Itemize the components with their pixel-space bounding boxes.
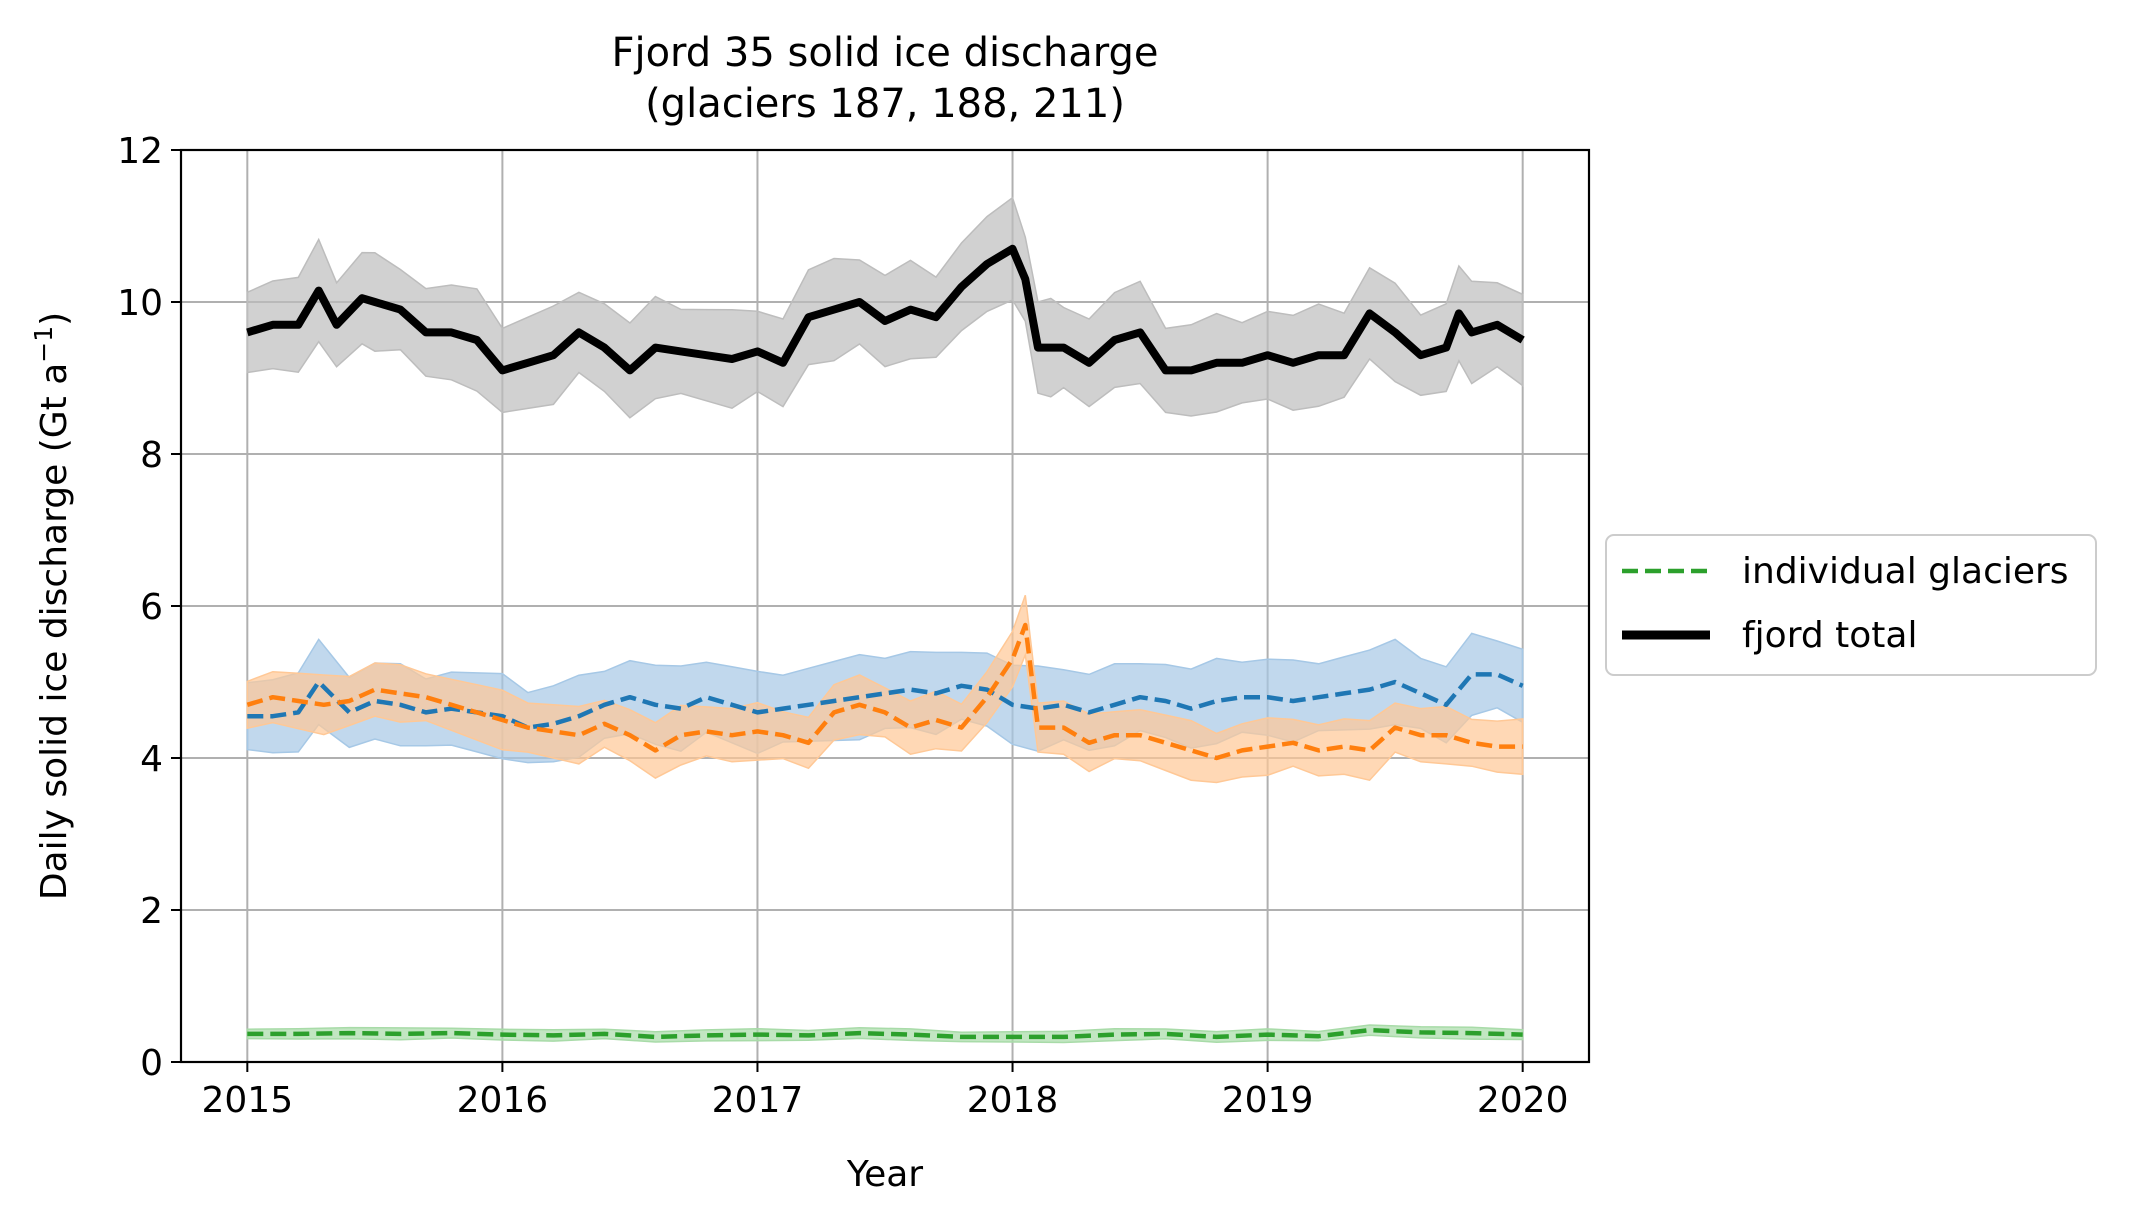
chart-title-line1: Fjord 35 solid ice discharge	[611, 30, 1158, 76]
y-tick-label-4: 4	[140, 739, 163, 780]
legend-label-individual-glaciers: individual glaciers	[1742, 551, 2069, 592]
x-tick-label-2016: 2016	[457, 1080, 549, 1121]
y-tick-label-12: 12	[117, 131, 163, 172]
y-tick-label-2: 2	[140, 891, 163, 932]
grid	[181, 149, 1589, 1063]
line-glacier-a	[247, 672, 1524, 730]
y-tick-label-6: 6	[140, 587, 163, 628]
line-glacier-c	[247, 1027, 1523, 1040]
x-axis-label: Year	[846, 1154, 923, 1195]
legend-box	[1605, 534, 2097, 676]
line-glacier-b	[246, 622, 1523, 761]
y-axis-label: Daily solid ice discharge (Gt a−1)	[29, 312, 75, 900]
legend: individual glaciers fjord total	[1605, 534, 2097, 676]
x-tick-label-2018: 2018	[967, 1080, 1059, 1121]
y-axis-label-superscript: −1	[29, 326, 58, 363]
x-tick-label-2020: 2020	[1477, 1080, 1569, 1121]
y-axis-ticks: 0 2 4 6 8 10 12	[117, 131, 181, 1084]
y-tick-label-0: 0	[140, 1043, 163, 1084]
line-fjord-total	[246, 244, 1525, 375]
y-tick-label-8: 8	[140, 435, 163, 476]
y-axis-label-main: Daily solid ice discharge (Gt a	[34, 363, 75, 900]
y-axis-label-close: )	[34, 312, 75, 326]
chart-title-line2: (glaciers 187, 188, 211)	[645, 81, 1125, 127]
series-lines	[246, 244, 1525, 1040]
x-tick-label-2015: 2015	[202, 1080, 294, 1121]
x-tick-label-2017: 2017	[712, 1080, 804, 1121]
x-axis-ticks: 2015 2016 2017 2018 2019 2020	[202, 1062, 1569, 1121]
x-tick-label-2019: 2019	[1222, 1080, 1314, 1121]
y-tick-label-10: 10	[117, 283, 163, 324]
legend-label-fjord-total: fjord total	[1742, 615, 1917, 656]
